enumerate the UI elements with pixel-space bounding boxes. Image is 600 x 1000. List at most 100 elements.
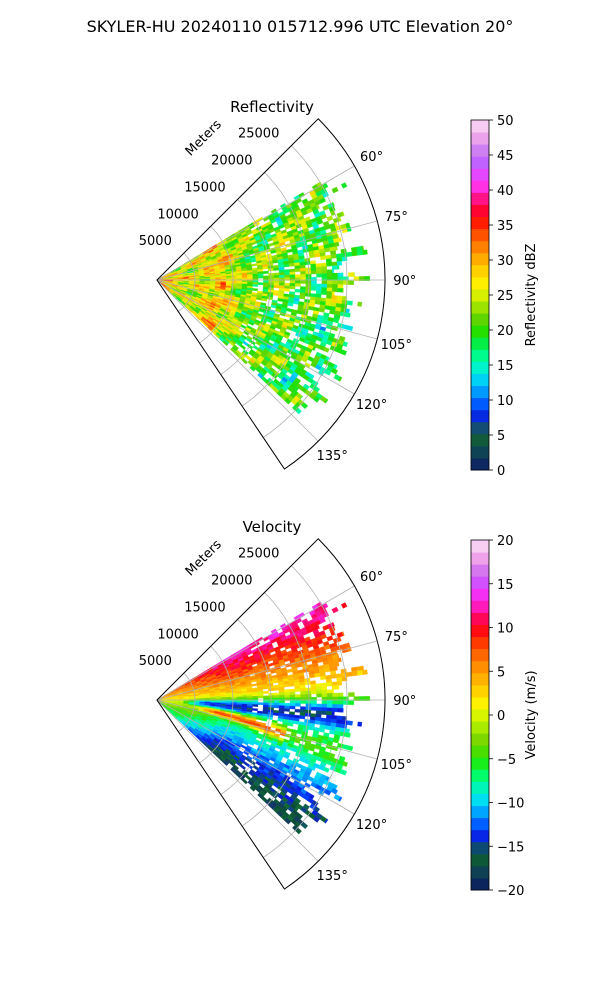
colorbar-swatch (471, 877, 489, 891)
colorbar-swatch (471, 228, 489, 242)
panel-title: Velocity (243, 518, 302, 536)
colorbar-swatch (471, 301, 489, 314)
velocity-panel: Velocity 60° 75° 90° 105° 120° 135° 5000 10000 15… (139, 518, 539, 899)
colorbar-tick-label: 25 (497, 289, 514, 304)
colorbar-label: Velocity (m/s) (524, 670, 539, 759)
range-ring (199, 225, 234, 344)
range-tick-label: 25000 (238, 547, 279, 562)
colorbar-swatch (471, 361, 489, 374)
colorbar-swatch (471, 457, 489, 471)
sector-frame (156, 538, 386, 890)
colorbar: 0 5 10 15 20 25 30 35 40 45 50 Reflectivity dBZ (470, 114, 539, 479)
azimuth-gridline (156, 220, 378, 281)
colorbar-tick-label: 20 (497, 324, 514, 339)
colorbar-swatch (471, 385, 489, 399)
colorbar-swatch (471, 576, 489, 589)
azimuth-gridline (156, 585, 355, 701)
colorbar-swatch (471, 624, 489, 638)
range-tick-label: 20000 (211, 574, 252, 589)
colorbar-swatch (471, 612, 489, 625)
colorbar-swatch (471, 397, 489, 411)
colorbar-swatch (471, 721, 489, 734)
angle-tick-label: 135° (317, 869, 348, 884)
range-tick-label: 5000 (139, 234, 172, 249)
figure-title: SKYLER-HU 20240110 015712.996 UTC Elevat… (87, 17, 514, 36)
angle-tick-label: 105° (381, 758, 412, 773)
colorbar-label: Reflectivity dBZ (524, 244, 539, 347)
azimuth-gridline (156, 279, 319, 442)
colorbar-swatch (471, 636, 489, 650)
colorbar-swatch (471, 337, 489, 350)
angle-tick-label: 120° (356, 398, 387, 413)
colorbar-swatch (471, 757, 489, 770)
range-ring (241, 172, 310, 407)
colorbar-tick-label: 50 (497, 114, 514, 129)
angle-tick-label: 135° (317, 449, 348, 464)
sector-frame (156, 118, 386, 470)
colorbar-swatch (471, 745, 489, 758)
colorbar-tick-label: 35 (497, 219, 514, 234)
colorbar-swatch (471, 144, 489, 157)
reflectivity-panel: Reflectivity60°75°90°105°120°135°5000100… (139, 98, 539, 479)
colorbar-swatch (471, 648, 489, 662)
colorbar-swatch (471, 733, 489, 746)
colorbar-swatch (471, 264, 489, 278)
colorbar-swatch (471, 817, 489, 831)
colorbar-tick-label: 0 (497, 709, 505, 724)
angle-tick-label: 105° (381, 338, 412, 353)
colorbar-swatch (471, 829, 489, 843)
colorbar-tick-label: −10 (497, 797, 524, 812)
colorbar-swatch (471, 445, 489, 459)
colorbar-swatch (471, 540, 489, 553)
range-ring (263, 145, 348, 438)
colorbar-swatch (471, 708, 489, 722)
colorbar-tick-label: 5 (497, 665, 505, 680)
colorbar-swatch (471, 600, 489, 613)
angle-tick-label: 90° (393, 274, 416, 289)
colorbar-swatch (471, 192, 489, 205)
range-tick-label: 15000 (184, 600, 225, 615)
colorbar-swatch (471, 373, 489, 387)
colorbar-swatch (471, 853, 489, 867)
range-ring (178, 672, 196, 732)
colorbar-swatch (471, 132, 489, 145)
colorbar-swatch (471, 841, 489, 855)
angle-tick-label: 75° (385, 210, 408, 225)
reflectivity-field (156, 181, 370, 415)
colorbar-swatch (471, 696, 489, 710)
polar-grid (156, 145, 385, 442)
colorbar-swatch (471, 769, 489, 782)
range-tick-label: 10000 (157, 627, 198, 642)
colorbar-tick-label: −5 (497, 753, 516, 768)
colorbar-swatch (471, 313, 489, 326)
colorbar-tick-label: 10 (497, 622, 514, 637)
range-ring (263, 565, 348, 858)
colorbar-tick-label: 45 (497, 149, 514, 164)
colorbar-swatch (471, 552, 489, 565)
colorbar-swatch (471, 216, 489, 230)
range-tick-label: 10000 (157, 207, 198, 222)
angle-tick-label: 120° (356, 818, 387, 833)
colorbar-swatch (471, 865, 489, 879)
colorbar-tick-label: 0 (497, 464, 505, 479)
range-tick-label: 5000 (139, 654, 172, 669)
azimuth-gridline (156, 699, 378, 760)
colorbar-swatch (471, 781, 489, 794)
colorbar-swatch (471, 252, 489, 266)
colorbar-swatch (471, 349, 489, 362)
polar-grid (156, 565, 385, 862)
range-tick-label: 15000 (184, 180, 225, 195)
colorbar-swatch (471, 409, 489, 423)
colorbar-tick-label: 10 (497, 394, 514, 409)
range-tick-label: 25000 (238, 127, 279, 142)
colorbar-swatch (471, 588, 489, 601)
azimuth-gridline (156, 165, 355, 281)
range-ring (178, 252, 196, 312)
colorbar-swatch (471, 168, 489, 181)
colorbar-swatch (471, 684, 489, 698)
range-tick-label: 20000 (211, 154, 252, 169)
colorbar-swatch (471, 805, 489, 819)
colorbar-swatch (471, 325, 489, 338)
panel-title: Reflectivity (230, 98, 314, 116)
range-ring (220, 619, 272, 795)
